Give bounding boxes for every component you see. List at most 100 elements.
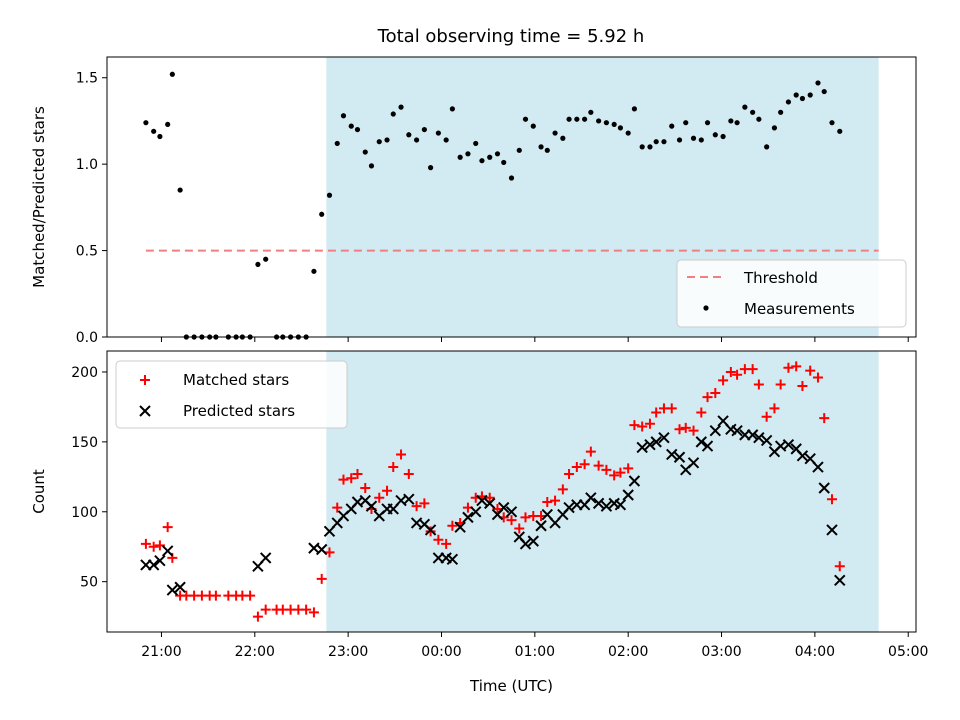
measurement-point (508, 175, 515, 181)
predicted-star-point (154, 554, 166, 567)
y-axis-label: Matched/Predicted stars (30, 106, 48, 288)
x-tick-label: 03:00 (701, 644, 741, 660)
predicted-star-point (695, 436, 708, 448)
measurement-point (837, 128, 843, 134)
measurement-point (785, 99, 792, 105)
predicted-star-point (315, 543, 328, 556)
measurement-point (530, 123, 536, 129)
y-tick-label: 0.5 (76, 244, 98, 260)
predicted-star-point (484, 497, 496, 510)
measurement-point (756, 116, 762, 122)
matched-star-point (542, 496, 553, 507)
measurement-point (473, 140, 479, 147)
measurement-point (552, 130, 558, 136)
measurement-point (566, 116, 572, 122)
matched-star-point (797, 380, 808, 391)
matched-star-point (725, 366, 736, 377)
measurement-point (390, 111, 396, 117)
predicted-star-point (174, 581, 186, 593)
measurement-point (807, 92, 813, 98)
legend-threshold-label: Threshold (743, 269, 818, 287)
matched-star-point (352, 469, 363, 480)
measurement-point (704, 120, 711, 126)
legend-measurement-swatch (703, 305, 709, 311)
matched-star-point (819, 413, 830, 424)
measurement-point (368, 163, 375, 169)
x-axis-label: Time (UTC) (469, 677, 553, 695)
predicted-star-point (614, 499, 627, 511)
matched-star-point (812, 372, 823, 383)
predicted-star-point (628, 475, 641, 487)
measurement-point (406, 132, 412, 138)
matched-star-point (411, 501, 422, 512)
measurement-point (255, 261, 261, 268)
measurement-point (376, 139, 382, 145)
measurement-point (487, 154, 493, 160)
matched-star-point (601, 464, 612, 475)
matched-star-point (308, 607, 319, 618)
measurement-point (143, 120, 149, 126)
matched-star-point (557, 484, 568, 495)
measurement-point (588, 109, 594, 115)
matched-star-point (696, 407, 707, 418)
matched-star-point (492, 503, 503, 514)
y-tick-label: 50 (80, 575, 98, 591)
matched-star-point (593, 460, 604, 471)
measurement-point (778, 109, 784, 115)
measurement-point (793, 92, 799, 98)
matched-star-point (637, 421, 648, 432)
y-tick-label: 1.0 (76, 157, 98, 173)
predicted-star-point (476, 494, 488, 507)
matched-star-point (674, 424, 685, 435)
legend-predicted-label: Predicted stars (183, 402, 295, 420)
measurement-point (263, 256, 269, 262)
measurement-point (661, 139, 667, 145)
predicted-star-point (498, 501, 510, 514)
measurement-point (611, 121, 617, 128)
measurement-point (829, 120, 835, 126)
predicted-star-point (760, 434, 773, 447)
measurement-point (815, 80, 821, 86)
matched-star-point (579, 459, 590, 470)
predicted-star-point (666, 448, 678, 461)
predicted-star-point (622, 489, 634, 501)
measurement-point (340, 113, 347, 119)
matched-star-point (536, 510, 547, 521)
predicted-star-point (470, 506, 482, 518)
predicted-star-point (650, 436, 662, 448)
predicted-star-point (731, 424, 743, 437)
measurement-point (319, 211, 325, 217)
matched-star-point (245, 590, 256, 601)
matched-star-point (783, 362, 794, 373)
predicted-star-point (818, 482, 830, 494)
x-tick-label: 21:00 (141, 644, 181, 660)
x-tick-label: 23:00 (328, 644, 368, 660)
predicted-star-point (592, 497, 605, 510)
matched-star-point (834, 561, 845, 572)
predicted-star-point (782, 438, 795, 451)
matched-star-point (629, 420, 640, 431)
measurement-point (435, 130, 441, 136)
measurement-point (544, 147, 550, 153)
y-tick-label: 150 (71, 435, 98, 451)
predicted-star-point (259, 552, 272, 564)
legend-predicted-swatch (139, 405, 151, 417)
predicted-star-point (527, 535, 539, 547)
matched-star-point (609, 470, 620, 481)
matched-star-point (550, 495, 561, 506)
legend-matched-label: Matched stars (183, 371, 289, 389)
measurement-point (799, 95, 806, 102)
predicted-star-point (644, 438, 656, 451)
measurement-point (625, 130, 631, 136)
matched-star-point (623, 463, 634, 474)
measurement-point (617, 125, 624, 131)
matched-star-point (702, 392, 713, 403)
matched-star-point (301, 604, 312, 615)
observing-window-span (326, 351, 879, 632)
measurement-point (449, 106, 455, 112)
measurement-point (653, 139, 659, 145)
axes-frame (106, 56, 917, 338)
matched-star-point (805, 365, 816, 376)
predicted-star-point (424, 524, 437, 536)
